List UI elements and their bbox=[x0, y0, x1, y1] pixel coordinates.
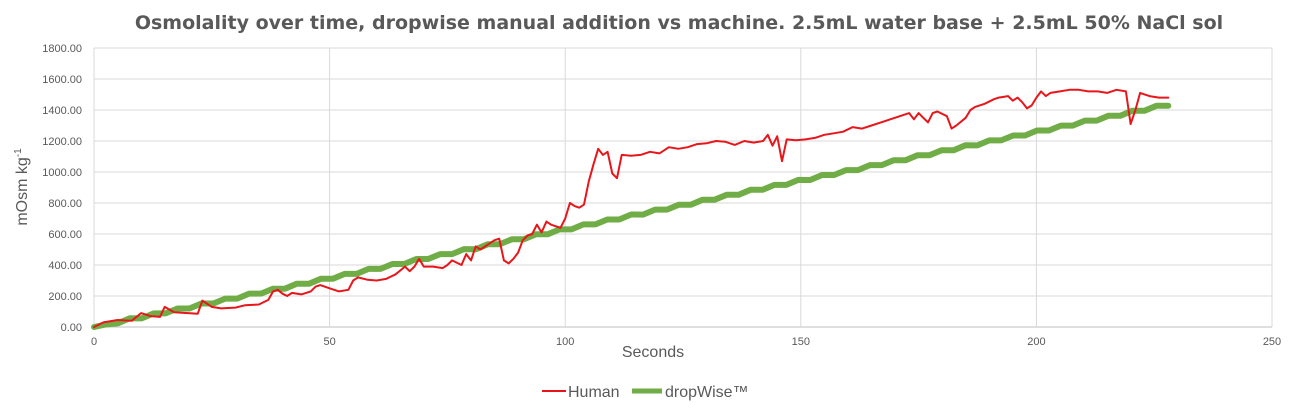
gridlines bbox=[93, 47, 1273, 328]
legend-label-human: Human bbox=[568, 384, 620, 401]
y-tick-label: 1200.00 bbox=[42, 136, 82, 148]
x-tick-label: 250 bbox=[1263, 336, 1281, 348]
y-tick-label: 1800.00 bbox=[42, 43, 82, 55]
y-axis-label-text: mOsm kg bbox=[14, 157, 31, 225]
series-line-human bbox=[93, 88, 1170, 328]
y-axis-ticks: 0.00 200.00 400.00 600.00 800.00 1000.00 1200.… bbox=[42, 43, 82, 334]
y-tick-label: 600.00 bbox=[48, 229, 82, 241]
x-axis-ticks: 0 50 100 150 200 250 bbox=[91, 336, 1281, 348]
y-tick-label: 1400.00 bbox=[42, 105, 82, 117]
x-axis-label: Seconds bbox=[622, 344, 684, 361]
series-layer bbox=[91, 88, 1172, 330]
x-tick-label: 100 bbox=[556, 336, 574, 348]
y-tick-label: 200.00 bbox=[48, 291, 82, 303]
x-tick-label: 50 bbox=[323, 336, 335, 348]
series-line-dropwise bbox=[91, 102, 1172, 330]
y-tick-label: 1000.00 bbox=[42, 167, 82, 179]
y-axis-label: mOsm kg-1 bbox=[13, 148, 31, 226]
legend: Human dropWise™ bbox=[542, 384, 749, 401]
y-tick-label: 400.00 bbox=[48, 260, 82, 272]
chart-title: Osmolality over time, dropwise manual ad… bbox=[135, 12, 1223, 34]
y-tick-label: 0.00 bbox=[61, 322, 82, 334]
y-tick-label: 1600.00 bbox=[42, 74, 82, 86]
x-tick-label: 0 bbox=[91, 336, 97, 348]
y-axis-label-superscript: -1 bbox=[13, 148, 24, 157]
y-tick-label: 800.00 bbox=[48, 198, 82, 210]
x-tick-label: 200 bbox=[1027, 336, 1045, 348]
legend-label-dropwise: dropWise™ bbox=[665, 384, 749, 401]
x-tick-label: 150 bbox=[792, 336, 810, 348]
